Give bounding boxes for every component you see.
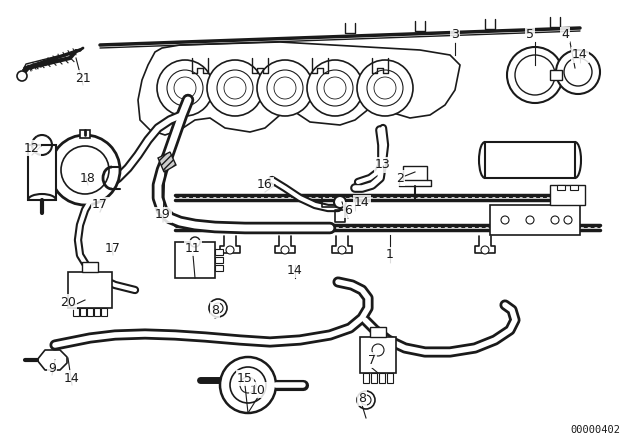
Circle shape	[372, 344, 384, 356]
Circle shape	[361, 395, 371, 405]
Text: 19: 19	[155, 208, 171, 221]
Text: 8: 8	[358, 392, 366, 405]
Circle shape	[357, 60, 413, 116]
Circle shape	[556, 50, 600, 94]
Bar	[403, 166, 427, 180]
Bar	[94, 308, 100, 316]
Text: 9: 9	[48, 362, 56, 375]
Bar	[80, 130, 90, 138]
Text: 16: 16	[257, 178, 273, 191]
Text: 8: 8	[211, 303, 219, 316]
Bar	[68, 272, 112, 308]
Text: 1: 1	[386, 249, 394, 262]
Text: 15: 15	[237, 371, 253, 384]
Text: 14: 14	[287, 263, 303, 276]
Circle shape	[564, 58, 592, 86]
Bar	[490, 205, 580, 235]
Text: 7: 7	[368, 353, 376, 366]
Text: 21: 21	[75, 72, 91, 85]
Text: 3: 3	[451, 29, 459, 42]
Bar	[371, 373, 377, 383]
Circle shape	[213, 303, 223, 313]
Text: 17: 17	[105, 241, 121, 254]
Text: 17: 17	[92, 198, 108, 211]
Bar	[215, 265, 223, 271]
Circle shape	[257, 60, 313, 116]
Bar	[370, 327, 386, 337]
Bar	[73, 308, 79, 316]
Text: 5: 5	[526, 29, 534, 42]
Bar	[363, 373, 369, 383]
Bar	[485, 142, 575, 178]
Bar	[82, 262, 98, 272]
Circle shape	[334, 196, 346, 208]
Bar	[557, 185, 565, 190]
Circle shape	[50, 135, 120, 205]
Circle shape	[338, 246, 346, 254]
Bar	[101, 308, 107, 316]
Bar	[379, 373, 385, 383]
Bar	[550, 70, 562, 80]
Text: 20: 20	[60, 296, 76, 309]
Bar	[215, 257, 223, 263]
Circle shape	[157, 60, 213, 116]
Circle shape	[501, 216, 509, 224]
Circle shape	[209, 299, 227, 317]
Circle shape	[357, 391, 375, 409]
Circle shape	[240, 377, 256, 393]
Circle shape	[367, 70, 403, 106]
Text: 14: 14	[64, 371, 80, 384]
Text: 6: 6	[344, 203, 352, 216]
Bar	[215, 249, 223, 255]
Text: 4: 4	[561, 29, 569, 42]
Bar	[550, 185, 585, 205]
Circle shape	[307, 60, 363, 116]
Circle shape	[226, 246, 234, 254]
Circle shape	[564, 216, 572, 224]
Bar	[28, 145, 56, 200]
Bar	[87, 308, 93, 316]
Circle shape	[190, 237, 200, 247]
Polygon shape	[138, 42, 460, 135]
Circle shape	[220, 357, 276, 413]
Bar	[80, 308, 86, 316]
Circle shape	[317, 70, 353, 106]
Polygon shape	[158, 152, 176, 172]
Circle shape	[281, 246, 289, 254]
Text: 2: 2	[396, 172, 404, 185]
Text: 12: 12	[24, 142, 40, 155]
Text: 14: 14	[354, 197, 370, 210]
Circle shape	[551, 216, 559, 224]
Circle shape	[230, 367, 266, 403]
Bar	[570, 185, 578, 190]
Text: 13: 13	[375, 159, 391, 172]
Circle shape	[61, 146, 109, 194]
Bar	[360, 337, 396, 373]
Circle shape	[515, 55, 555, 95]
Bar	[387, 373, 393, 383]
Text: 00000402: 00000402	[570, 425, 620, 435]
Circle shape	[526, 216, 534, 224]
Circle shape	[17, 71, 27, 81]
Circle shape	[217, 70, 253, 106]
Circle shape	[167, 70, 203, 106]
Text: 11: 11	[185, 241, 201, 254]
Circle shape	[207, 60, 263, 116]
Text: 14: 14	[572, 48, 588, 61]
Text: 10: 10	[250, 383, 266, 396]
Text: 18: 18	[80, 172, 96, 185]
Circle shape	[507, 47, 563, 103]
Bar	[175, 242, 215, 278]
Circle shape	[267, 70, 303, 106]
Circle shape	[481, 246, 489, 254]
